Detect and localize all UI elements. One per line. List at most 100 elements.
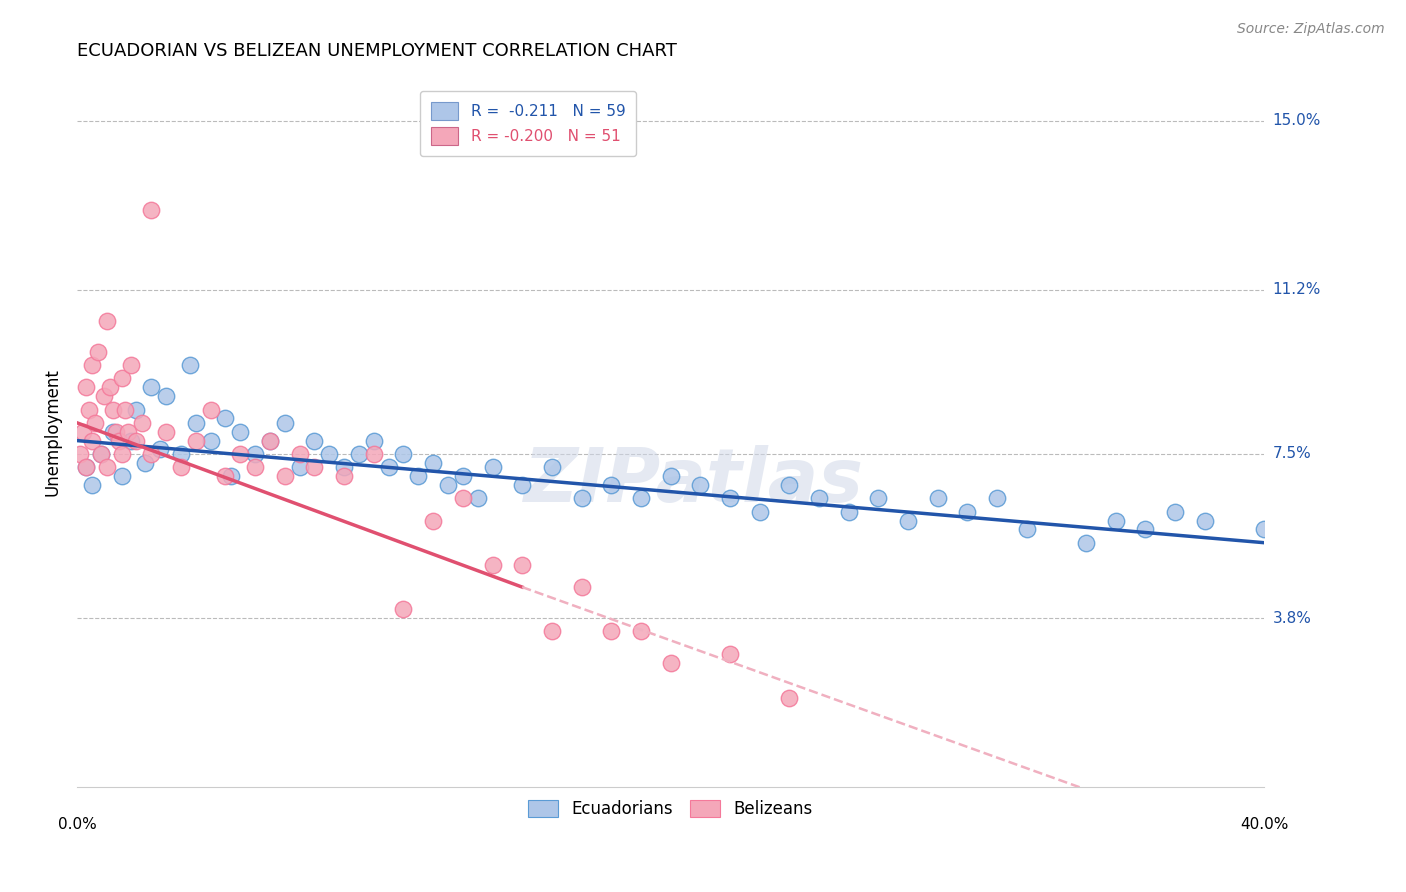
Point — [98, 380, 121, 394]
Point — [90, 447, 112, 461]
Point — [101, 425, 124, 439]
Legend: Ecuadorians, Belizeans: Ecuadorians, Belizeans — [519, 790, 823, 829]
Point — [1253, 522, 1275, 536]
Text: ZIPatlas: ZIPatlas — [524, 445, 865, 518]
Point — [125, 402, 148, 417]
Point — [243, 460, 266, 475]
Point — [1015, 522, 1038, 536]
Point — [467, 491, 489, 506]
Point — [956, 505, 979, 519]
Point — [718, 491, 741, 506]
Point — [510, 478, 533, 492]
Text: 3.8%: 3.8% — [1272, 611, 1312, 625]
Point — [807, 491, 830, 506]
Point — [134, 456, 156, 470]
Point — [170, 460, 193, 475]
Point — [481, 558, 503, 572]
Point — [304, 434, 326, 448]
Point — [778, 691, 800, 706]
Point — [114, 402, 136, 417]
Point — [986, 491, 1008, 506]
Point — [96, 314, 118, 328]
Point — [630, 624, 652, 639]
Point — [437, 478, 460, 492]
Point — [333, 460, 356, 475]
Point — [927, 491, 949, 506]
Point — [72, 425, 94, 439]
Point — [897, 514, 920, 528]
Point — [75, 380, 97, 394]
Point — [1074, 535, 1097, 549]
Point — [131, 416, 153, 430]
Point — [363, 447, 385, 461]
Point — [75, 460, 97, 475]
Point — [600, 478, 623, 492]
Text: 40.0%: 40.0% — [1240, 817, 1288, 832]
Point — [80, 434, 103, 448]
Point — [155, 425, 177, 439]
Point — [243, 447, 266, 461]
Point — [77, 402, 100, 417]
Point — [422, 514, 444, 528]
Point — [259, 434, 281, 448]
Point — [540, 460, 562, 475]
Point — [1164, 505, 1187, 519]
Point — [451, 491, 474, 506]
Point — [363, 434, 385, 448]
Point — [718, 647, 741, 661]
Point — [600, 624, 623, 639]
Point — [83, 416, 105, 430]
Point — [110, 469, 132, 483]
Y-axis label: Unemployment: Unemployment — [44, 368, 60, 496]
Point — [1194, 514, 1216, 528]
Point — [120, 358, 142, 372]
Point — [274, 416, 297, 430]
Point — [179, 358, 201, 372]
Point — [838, 505, 860, 519]
Point — [630, 491, 652, 506]
Point — [141, 380, 163, 394]
Point — [214, 469, 236, 483]
Point — [107, 434, 129, 448]
Point — [141, 447, 163, 461]
Point — [149, 442, 172, 457]
Point — [170, 447, 193, 461]
Point — [778, 478, 800, 492]
Point — [274, 469, 297, 483]
Point — [104, 425, 127, 439]
Point — [288, 447, 311, 461]
Point — [571, 580, 593, 594]
Text: Source: ZipAtlas.com: Source: ZipAtlas.com — [1237, 22, 1385, 37]
Point — [689, 478, 711, 492]
Point — [659, 469, 682, 483]
Point — [184, 416, 207, 430]
Point — [333, 469, 356, 483]
Point — [75, 460, 97, 475]
Point — [1135, 522, 1157, 536]
Point — [229, 447, 252, 461]
Point — [318, 447, 340, 461]
Point — [184, 434, 207, 448]
Point — [96, 460, 118, 475]
Point — [377, 460, 399, 475]
Point — [80, 478, 103, 492]
Point — [422, 456, 444, 470]
Point — [540, 624, 562, 639]
Point — [200, 402, 222, 417]
Point — [451, 469, 474, 483]
Point — [392, 447, 415, 461]
Point — [259, 434, 281, 448]
Point — [117, 425, 139, 439]
Point — [229, 425, 252, 439]
Point — [69, 447, 91, 461]
Point — [120, 434, 142, 448]
Point — [659, 656, 682, 670]
Point — [110, 447, 132, 461]
Point — [141, 202, 163, 217]
Point — [200, 434, 222, 448]
Point — [392, 602, 415, 616]
Point — [110, 371, 132, 385]
Point — [1104, 514, 1126, 528]
Point — [571, 491, 593, 506]
Point — [221, 469, 243, 483]
